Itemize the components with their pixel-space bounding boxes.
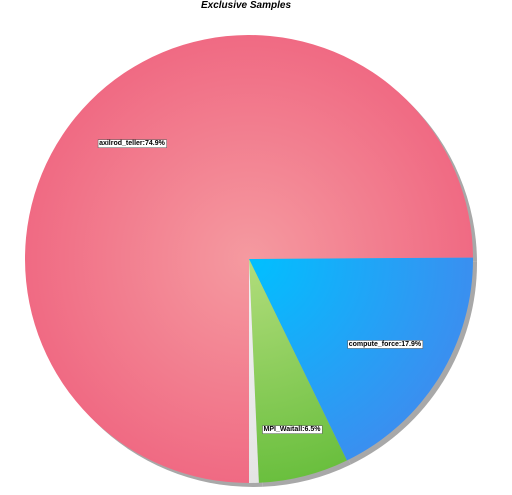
slice-label-mpi-waitall: MPI_Waitall:6.5% [263,426,323,434]
svg-text:compute_force:17.9%: compute_force:17.9% [349,341,422,348]
svg-text:axilrod_teller:74.9%: axilrod_teller:74.9% [99,140,166,147]
slice-label-compute-force: compute_force:17.9% [348,340,423,348]
svg-text:MPI_Waitall:6.5%: MPI_Waitall:6.5% [264,426,322,433]
slice-label-axilrod-teller: axilrod_teller:74.9% [98,140,167,148]
